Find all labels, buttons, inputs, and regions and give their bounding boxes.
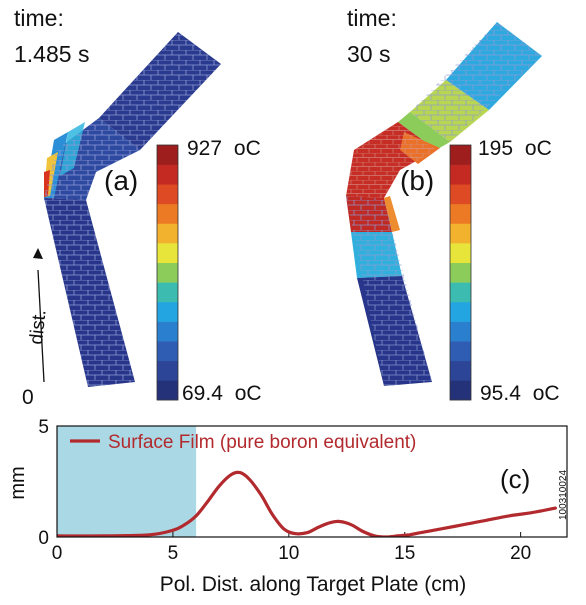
panel-b-colorbar-swatch-11 [450,164,471,185]
dist-zero-label: 0 [22,386,34,409]
y-axis-label: mm [7,466,29,499]
panel-a-cbar-max-unit: oC [234,137,261,160]
panel-c-letter: (c) [500,464,530,494]
panel-b-letter: (b) [400,165,434,196]
panel-b-colorbar-swatch-10 [450,184,471,205]
panel-b-time-value: 30 s [347,41,390,67]
panel-b-cbar-min-unit: oC [533,382,560,405]
panel-b-colorbar-swatch-6 [450,262,471,283]
panel-b-colorbar-swatch-3 [450,321,471,342]
panel-a-colorbar-swatch-0 [157,380,178,401]
panel-a-letter: (a) [104,165,138,196]
panel-a-colorbar-swatch-7 [157,243,178,263]
dist-label: dist. [26,309,51,346]
panel-b-plate-mesh [346,22,542,386]
panel-a-cbar-min: 69.4 oC [182,382,262,405]
panel-a-cbar-min-unit: oC [235,382,262,405]
panel-b-cbar-min: 95.4 oC [480,382,560,405]
panel-a-colorbar-swatch-6 [157,262,178,283]
panel-a: time: 1.485 s (a) 927 oC 69.4 [14,5,262,409]
panel-a-time-value: 1.485 s [14,41,89,67]
panel-a-colorbar-swatch-11 [157,164,178,185]
panel-a-colorbar-swatch-4 [157,301,178,322]
panel-b-colorbar-swatch-12 [450,145,471,165]
panel-b-colorbar-swatch-4 [450,301,471,322]
shaded-region [57,426,197,537]
y-tick-label-0: 0 [38,528,49,549]
plot-frame [56,425,568,538]
panel-b-colorbar-swatch-5 [450,282,471,303]
panel-a-colorbar-swatch-8 [157,223,178,244]
panel-a-colorbar-swatch-2 [157,341,178,362]
panel-a-colorbar [156,144,179,401]
dist-arrow: dist. [26,248,51,383]
x-tick-label-15: 15 [394,543,415,564]
panel-a-plate-mesh [44,32,221,387]
panel-b-colorbar-swatch-0 [450,380,471,401]
panel-a-colorbar-swatch-1 [157,360,178,381]
panel-b-cbar-min-value: 95.4 [480,382,521,405]
legend: Surface Film (pure boron equivalent) [70,432,416,453]
panel-a-colorbar-swatch-3 [157,321,178,342]
legend-label-surface-film: Surface Film (pure boron equivalent) [108,432,416,453]
series-line-surface-film [57,470,557,537]
panel-b-colorbar-swatch-8 [450,223,471,244]
axis-ticks: 0 5 10 15 20 0 5 [38,417,531,564]
panel-a-colorbar-frame [156,144,179,401]
panel-a-cbar-max: 927 oC [187,137,261,160]
panel-a-colorbar-swatch-9 [157,203,178,224]
panel-a-time-label: time: [14,5,64,31]
panel-b: time: 30 s (b) 195 oC 95.4 [346,5,560,405]
panel-b-cbar-max-unit: oC [525,137,552,160]
x-tick-label-5: 5 [168,543,179,564]
figure-id-annotation: 100310024 [558,470,569,520]
panel-b-colorbar-swatch-1 [450,360,471,381]
x-tick-label-0: 0 [52,543,63,564]
x-axis-label: Pol. Dist. along Target Plate (cm) [160,573,467,596]
panel-a-colorbar-swatch-5 [157,282,178,303]
panel-b-colorbar-swatch-9 [450,203,471,224]
panel-b-colorbar-swatch-7 [450,243,471,263]
panel-b-colorbar-frame [449,144,472,401]
panel-a-cbar-max-value: 927 [187,137,222,160]
panel-c-chart: 0 5 10 15 20 0 5 Surface Film (pure boron equi… [7,417,569,596]
panel-b-colorbar-swatch-2 [450,341,471,362]
x-tick-label-10: 10 [278,543,299,564]
y-tick-label-5: 5 [38,417,49,438]
panel-a-cbar-min-value: 69.4 [182,382,223,405]
panel-b-colorbar [449,144,472,401]
x-tick-label-20: 20 [510,543,531,564]
panel-a-colorbar-swatch-12 [157,145,178,165]
panel-b-time-label: time: [347,5,397,31]
panel-a-colorbar-swatch-10 [157,184,178,205]
panel-b-cbar-max: 195 oC [478,137,552,160]
panel-b-cbar-max-value: 195 [478,137,513,160]
